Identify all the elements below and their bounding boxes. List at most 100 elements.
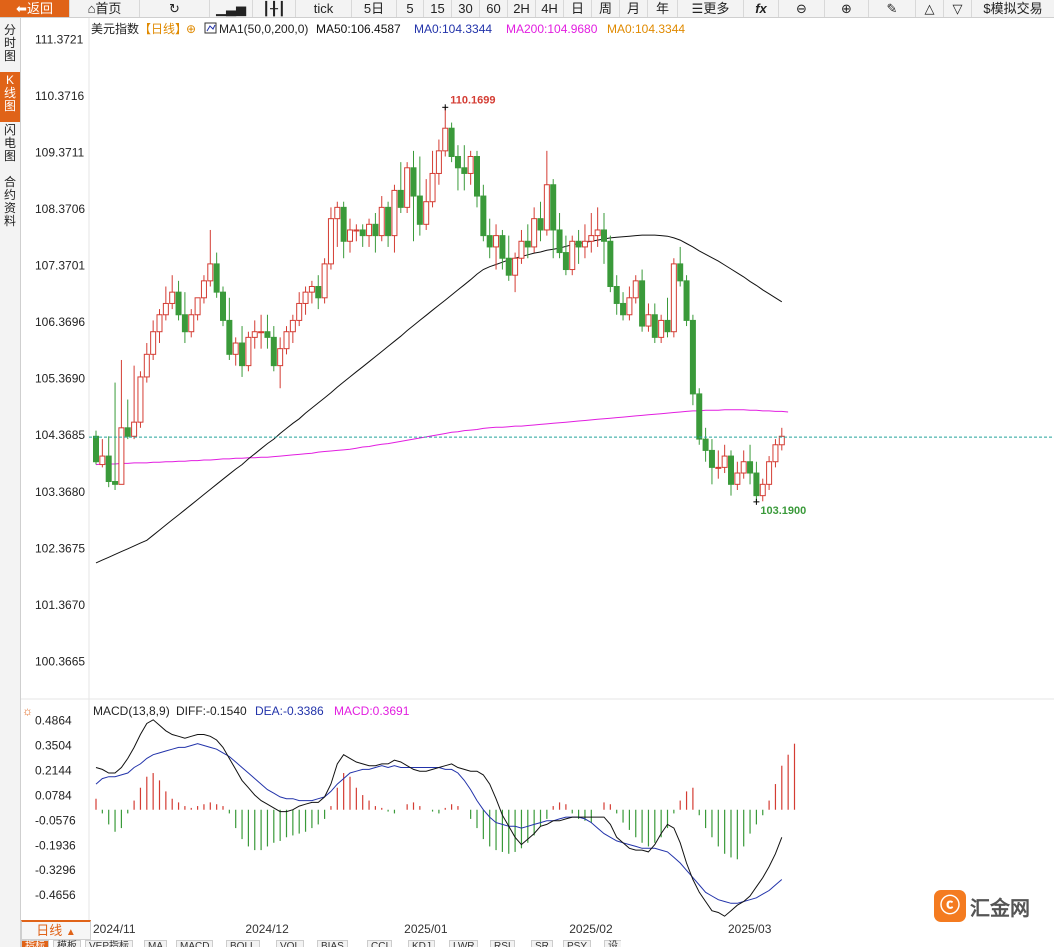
logo-mark-icon: ⓒ bbox=[934, 890, 966, 922]
sidebar-item-kline[interactable]: K线图 bbox=[0, 72, 20, 122]
macd-settings-icon[interactable]: ☼ bbox=[22, 704, 33, 718]
sim-trade-button[interactable]: $模拟交易 bbox=[983, 1, 1043, 16]
candle-body bbox=[296, 302, 303, 321]
candle-body bbox=[220, 291, 226, 321]
indicator-tab[interactable]: PSY bbox=[563, 940, 592, 947]
indicator-tab[interactable]: BOLL bbox=[226, 940, 260, 947]
settings-toggle-icon[interactable]: ⊕ bbox=[186, 22, 196, 36]
home-button[interactable]: ⌂首页 bbox=[70, 0, 140, 17]
indicator-tab[interactable]: VEP指标 bbox=[85, 940, 134, 947]
indicator-tab[interactable]: BIAS bbox=[317, 940, 348, 947]
more-button[interactable]: ☰更多 bbox=[678, 0, 744, 17]
candle bbox=[518, 229, 525, 264]
indicator-tab[interactable]: 指标 bbox=[21, 940, 49, 947]
candle-body bbox=[340, 206, 347, 242]
candle bbox=[410, 150, 417, 242]
sidebar-item-timeshare[interactable]: 分时图 bbox=[3, 23, 16, 63]
expand-down-button[interactable]: ▽ bbox=[944, 0, 972, 17]
period-60m-button[interactable]: 60 bbox=[480, 0, 508, 17]
candle-body bbox=[721, 455, 728, 468]
indicator-tab[interactable]: KDJ bbox=[408, 940, 435, 947]
indicator-tab[interactable]: 模板 bbox=[53, 940, 81, 947]
period-month-button[interactable]: 月 bbox=[620, 0, 648, 17]
candle bbox=[385, 201, 392, 247]
chart-area[interactable]: 111.3721 110.3716 109.3711 108.3706 107.3701… bbox=[21, 18, 1054, 920]
candle bbox=[340, 201, 347, 259]
period-5m-button[interactable]: 5 bbox=[397, 0, 424, 17]
kline-chart[interactable]: 111.3721 110.3716 109.3711 108.3706 107.3701… bbox=[21, 18, 1054, 920]
candle bbox=[239, 326, 246, 377]
refresh-button[interactable]: ↻ bbox=[140, 0, 210, 17]
candle-body bbox=[467, 155, 474, 174]
price-tick-label: 102.3675 bbox=[35, 541, 85, 555]
zoom-in-button[interactable]: ⊕ bbox=[825, 0, 869, 17]
period-week-button[interactable]: 周 bbox=[592, 0, 620, 17]
sidebar-item-flash[interactable]: 闪电图 bbox=[3, 123, 16, 163]
candle bbox=[353, 224, 360, 242]
indicator-tab[interactable]: 设置 bbox=[604, 940, 621, 947]
candle-body bbox=[556, 229, 563, 254]
candle bbox=[766, 456, 773, 490]
period-tick-button[interactable]: tick bbox=[296, 0, 352, 17]
candle bbox=[181, 292, 188, 344]
macd-tick-label: 0.3504 bbox=[35, 738, 72, 752]
candle bbox=[512, 252, 519, 293]
sidebar-item-contract[interactable]: 合约资料 bbox=[3, 175, 16, 228]
candle-body bbox=[454, 155, 461, 169]
candle-body bbox=[613, 285, 620, 304]
candle bbox=[454, 145, 461, 191]
candle bbox=[391, 184, 398, 253]
candle-type-button[interactable]: ┃╂┃ bbox=[253, 0, 296, 17]
candle bbox=[213, 252, 220, 298]
candle-body bbox=[321, 263, 328, 299]
period-2h-button[interactable]: 2H bbox=[508, 0, 536, 17]
candle bbox=[664, 297, 671, 338]
formula-button[interactable]: fx bbox=[744, 0, 779, 17]
candle bbox=[620, 292, 627, 321]
candle bbox=[334, 201, 341, 247]
candle bbox=[499, 229, 506, 270]
candle-body bbox=[550, 184, 557, 231]
candle-body bbox=[740, 461, 747, 474]
indicator-tab[interactable]: VOL bbox=[276, 940, 305, 947]
candle-body bbox=[264, 331, 271, 338]
candle bbox=[613, 275, 620, 315]
zoom-out-button[interactable]: ⊖ bbox=[779, 0, 825, 17]
chart-type-button[interactable]: ▁▃▅ bbox=[210, 0, 253, 17]
collapse-up-button[interactable]: △ bbox=[916, 0, 944, 17]
candle bbox=[404, 162, 411, 214]
ma-setting-icon[interactable] bbox=[204, 22, 217, 34]
indicator-tab[interactable]: CCI bbox=[367, 940, 393, 947]
candle-body bbox=[226, 319, 233, 355]
timeframe-button[interactable]: 日线 ▲ bbox=[21, 920, 91, 940]
high-price-label: 110.1699 bbox=[450, 94, 495, 106]
period-30m-button[interactable]: 30 bbox=[452, 0, 480, 17]
back-button[interactable]: ⬅返回 bbox=[0, 0, 70, 17]
dollar-icon: $ bbox=[983, 1, 991, 16]
period-4h-button[interactable]: 4H bbox=[536, 0, 564, 17]
period-year-button[interactable]: 年 bbox=[648, 0, 678, 17]
draw-button[interactable]: ✎ bbox=[869, 0, 916, 17]
candle-body bbox=[683, 280, 690, 321]
indicator-tab[interactable]: LWR bbox=[449, 940, 479, 947]
candle bbox=[728, 450, 734, 496]
indicator-tab[interactable]: SR bbox=[531, 940, 553, 947]
candle-body bbox=[778, 435, 785, 446]
indicator-tab[interactable]: RSI bbox=[490, 940, 515, 947]
candle-body bbox=[289, 319, 296, 333]
candle bbox=[715, 450, 722, 479]
period-day-button[interactable]: 日 bbox=[564, 0, 592, 17]
indicator-tab[interactable]: MACD bbox=[176, 940, 214, 947]
zoom-in-icon: ⊕ bbox=[841, 1, 852, 16]
candle bbox=[524, 224, 531, 259]
candle-body bbox=[734, 472, 741, 485]
candle-body bbox=[435, 150, 442, 174]
candle-body bbox=[200, 280, 207, 299]
candle bbox=[708, 439, 715, 485]
period-5d-button[interactable]: 5日 bbox=[352, 0, 397, 17]
candle-body bbox=[308, 285, 315, 293]
candle-body bbox=[175, 291, 182, 316]
candle-body bbox=[474, 155, 480, 197]
period-15m-button[interactable]: 15 bbox=[424, 0, 452, 17]
indicator-tab[interactable]: MA bbox=[144, 940, 167, 947]
